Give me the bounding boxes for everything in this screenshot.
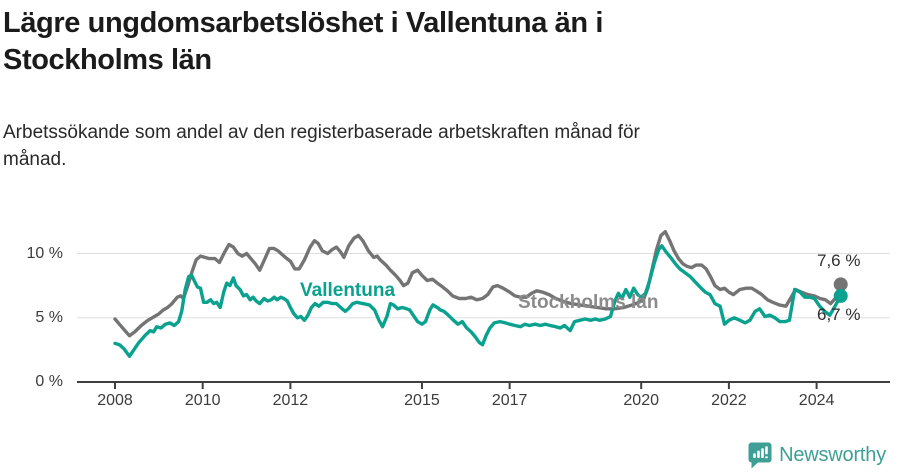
end-value-label-vallentuna: 6,7 % (817, 305, 861, 324)
x-axis-tick-label: 2010 (184, 392, 221, 409)
end-value-label-stockholms-lan: 7,6 % (817, 251, 861, 270)
series-line-vallentuna (113, 244, 843, 358)
x-axis-tick-label: 2024 (798, 392, 835, 409)
newsworthy-logo-text: Newsworthy (779, 443, 886, 466)
y-axis-tick-label: 5 % (35, 308, 63, 326)
series-label-vallentuna: Vallentuna (300, 280, 396, 301)
y-axis-tick-label: 0 % (35, 373, 63, 390)
x-axis-tick-label: 2022 (711, 392, 747, 409)
page-title-line2: Stockholms län (3, 43, 212, 76)
series-label-stockholms-lan: Stockholms län (518, 292, 659, 313)
bar-chart-pin-icon (748, 442, 772, 468)
x-axis-tick-label: 2020 (623, 392, 659, 409)
page-title-line1: Lägre ungdomsarbetslöshet i Vallentuna ä… (3, 7, 603, 39)
x-axis-tick-label: 2017 (491, 392, 528, 409)
x-axis-tick-label: 2008 (97, 392, 133, 409)
chart-subtitle: Arbetssökande som andel av den registerb… (3, 122, 640, 170)
x-axis-tick-label: 2015 (404, 392, 440, 409)
series-endpoint-dot-vallentuna (833, 288, 848, 303)
x-axis-tick-label: 2012 (272, 392, 309, 409)
newsworthy-logo[interactable]: Newsworthy (748, 441, 886, 469)
page-title: Lägre ungdomsarbetslöshet i Vallentuna ä… (3, 5, 643, 78)
series-endpoint-dot-stockholms-l-n (833, 277, 848, 292)
y-axis-tick-label: 10 % (26, 244, 63, 262)
series-line-stockholms-l-n (113, 229, 843, 338)
